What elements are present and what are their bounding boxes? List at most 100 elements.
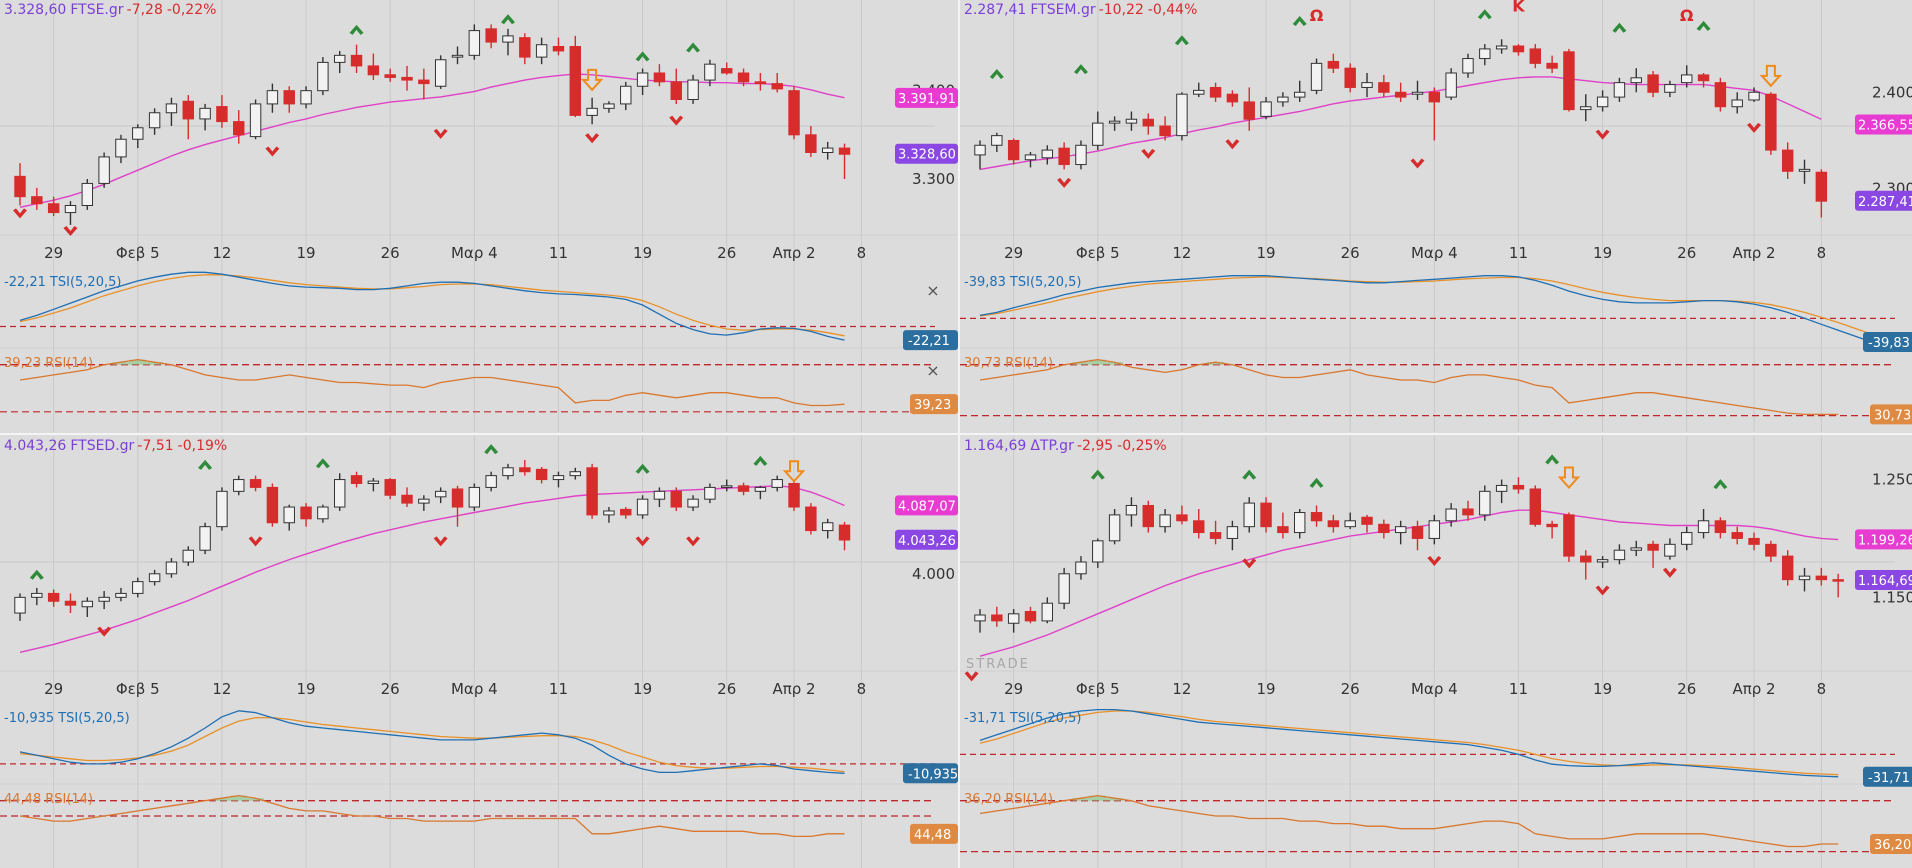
candle bbox=[1209, 532, 1222, 539]
rsi-label: RSI(14) bbox=[1005, 356, 1053, 371]
candle bbox=[249, 103, 262, 138]
pattern-label: Ω bbox=[1680, 6, 1694, 25]
tsi-badge-text: -10,935 bbox=[908, 767, 958, 782]
candle bbox=[754, 81, 767, 85]
header-price: 4.043,26 bbox=[4, 438, 66, 454]
watermark: STRADE bbox=[966, 657, 1030, 672]
candle bbox=[1613, 82, 1626, 98]
candle bbox=[1092, 122, 1104, 146]
sell-signal-icon bbox=[964, 671, 979, 682]
header-symbol: FTSEM.gr bbox=[1030, 2, 1096, 18]
chart-canvas[interactable]: 3.328,60FTSE.gr-7,28-0,22%3.4003.3003.39… bbox=[0, 0, 958, 432]
price-badge-text: 4.043,26 bbox=[898, 534, 956, 549]
candle bbox=[1007, 139, 1020, 161]
candle bbox=[1479, 48, 1491, 60]
candle bbox=[1512, 484, 1525, 490]
candle bbox=[1394, 526, 1407, 534]
tsi-legend: -31,71 TSI(5,20,5) bbox=[964, 711, 1081, 726]
time-axis-label: Φεβ 5 bbox=[116, 680, 160, 698]
candle bbox=[552, 46, 565, 52]
candle bbox=[485, 475, 497, 488]
candle bbox=[1445, 72, 1457, 98]
candle bbox=[1832, 579, 1844, 582]
rsi-label: RSI(14) bbox=[45, 792, 93, 807]
candle bbox=[1411, 526, 1424, 539]
chart-canvas[interactable]: 4.043,26 FTSED.gr -7,51 -0,19%4.0004.087,07… bbox=[0, 436, 958, 868]
close-tsi-icon[interactable]: × bbox=[926, 281, 939, 300]
buy-signal-icon bbox=[1292, 16, 1307, 26]
candle bbox=[636, 498, 649, 516]
candle bbox=[1007, 613, 1020, 624]
candle bbox=[974, 614, 986, 622]
candle bbox=[367, 480, 380, 484]
candle bbox=[233, 479, 245, 492]
rsi-line bbox=[19, 358, 845, 407]
candle bbox=[1428, 520, 1441, 539]
chart-panel-ftsem[interactable]: Ω K Ω 2.287,41 FTSEM.gr -10,22 -0,44% 2.400 2.30… bbox=[960, 0, 1912, 432]
buy-signal-icon bbox=[484, 444, 499, 455]
sell-signal-icon bbox=[433, 128, 448, 139]
sell-signal-icon bbox=[669, 115, 684, 126]
price-badge bbox=[1855, 114, 1912, 135]
candle bbox=[333, 54, 346, 63]
time-axis-label: 12 bbox=[212, 244, 231, 262]
arrow-down-icon bbox=[1759, 64, 1783, 88]
candle bbox=[1563, 51, 1575, 111]
candle bbox=[653, 72, 666, 83]
chart-panel-ftse[interactable]: 3.328,60FTSE.gr-7,28-0,22%3.4003.3003.39… bbox=[0, 0, 958, 432]
candle bbox=[1563, 514, 1575, 557]
header-change: -10,22 bbox=[1099, 2, 1144, 18]
candle bbox=[552, 475, 565, 481]
candle bbox=[1394, 91, 1407, 98]
candle bbox=[1462, 58, 1474, 74]
candle bbox=[1075, 144, 1087, 166]
rsi-overbought-fill bbox=[112, 359, 164, 365]
candle bbox=[132, 581, 144, 594]
tsi-line bbox=[979, 708, 1839, 778]
candle bbox=[1546, 523, 1558, 528]
sell-signal-icon bbox=[1057, 177, 1072, 188]
candle bbox=[283, 90, 295, 105]
time-axis-label: 19 bbox=[633, 244, 652, 262]
candle bbox=[1327, 60, 1340, 69]
candle bbox=[721, 68, 733, 74]
rsi-legend: 36,20 RSI(14) bbox=[964, 792, 1053, 807]
buy-signal-icon bbox=[1713, 479, 1728, 490]
header-symbol: FTSE.gr bbox=[70, 2, 123, 18]
chart-header: 1.164,69 ΔTP.gr -2,95 -0,25% bbox=[964, 438, 1167, 454]
candle bbox=[1445, 508, 1457, 522]
sell-signal-icon bbox=[686, 536, 701, 547]
time-axis-label: 8 bbox=[1817, 680, 1827, 698]
candle bbox=[1108, 514, 1121, 542]
tsi-badge-text: -31,71 bbox=[1868, 771, 1910, 786]
chart-panel-dtp[interactable]: STRADE1.164,69ΔTP.gr-2,95-0,25%1.2501.20… bbox=[960, 436, 1912, 868]
candle bbox=[384, 74, 396, 78]
chart-canvas[interactable]: STRADE1.164,69ΔTP.gr-2,95-0,25%1.2501.20… bbox=[960, 436, 1912, 868]
rsi-badge-text: 30,73 bbox=[1874, 408, 1911, 423]
candle bbox=[687, 498, 699, 508]
candle bbox=[704, 486, 716, 500]
tsi-line bbox=[19, 271, 845, 341]
candle bbox=[1748, 91, 1760, 101]
chart-panel-ftsed[interactable]: 4.043,26 FTSED.gr -7,51 -0,19% 4.000 4.087,07… bbox=[0, 436, 958, 868]
candle bbox=[1361, 516, 1373, 525]
rsi-legend: 39,23 RSI(14) bbox=[4, 356, 93, 371]
time-axis-label: Φεβ 5 bbox=[116, 244, 160, 262]
candle bbox=[1125, 504, 1138, 516]
chart-header: 2.287,41 FTSEM.gr -10,22 -0,44% bbox=[964, 2, 1197, 18]
candle bbox=[620, 85, 632, 105]
candle bbox=[535, 468, 548, 481]
candle bbox=[1058, 147, 1070, 166]
candle bbox=[1815, 171, 1828, 202]
price-badge-text: 1.164,69 bbox=[1858, 574, 1912, 589]
candle bbox=[1479, 490, 1491, 516]
candle bbox=[838, 524, 851, 541]
price-axis-label: 4.000 bbox=[912, 565, 955, 583]
header-percent: -0,19% bbox=[178, 438, 228, 454]
candle bbox=[1041, 602, 1054, 622]
close-rsi-icon[interactable]: × bbox=[926, 361, 939, 380]
tsi-line bbox=[979, 275, 1873, 343]
candle bbox=[350, 54, 363, 67]
candle bbox=[1159, 514, 1171, 528]
